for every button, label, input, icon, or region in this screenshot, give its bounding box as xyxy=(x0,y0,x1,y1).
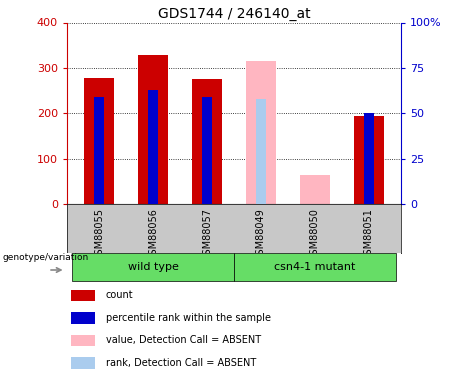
Bar xyxy=(256,99,266,204)
Text: percentile rank within the sample: percentile rank within the sample xyxy=(106,313,271,323)
Bar xyxy=(95,97,104,204)
Text: GSM88051: GSM88051 xyxy=(364,208,374,261)
Bar xyxy=(72,253,234,281)
Text: GSM88056: GSM88056 xyxy=(148,208,158,261)
Text: wild type: wild type xyxy=(128,262,178,272)
Text: GSM88057: GSM88057 xyxy=(202,208,212,261)
Bar xyxy=(148,90,158,204)
Text: GSM88055: GSM88055 xyxy=(94,208,104,261)
Text: count: count xyxy=(106,290,133,300)
Bar xyxy=(192,79,222,204)
Text: rank, Detection Call = ABSENT: rank, Detection Call = ABSENT xyxy=(106,358,256,368)
Bar xyxy=(246,61,276,204)
Text: genotype/variation: genotype/variation xyxy=(2,254,89,262)
Text: GSM88050: GSM88050 xyxy=(310,208,320,261)
Text: value, Detection Call = ABSENT: value, Detection Call = ABSENT xyxy=(106,335,261,345)
Text: GSM88049: GSM88049 xyxy=(256,208,266,261)
Bar xyxy=(138,55,168,204)
Text: csn4-1 mutant: csn4-1 mutant xyxy=(274,262,355,272)
Title: GDS1744 / 246140_at: GDS1744 / 246140_at xyxy=(158,8,310,21)
Bar xyxy=(71,334,95,346)
Bar xyxy=(354,116,384,204)
Bar xyxy=(202,97,212,204)
Bar xyxy=(84,78,114,204)
Bar xyxy=(71,357,95,369)
Bar xyxy=(234,253,396,281)
Bar xyxy=(71,290,95,301)
Bar xyxy=(71,312,95,324)
Bar xyxy=(364,113,373,204)
Bar xyxy=(300,175,330,204)
